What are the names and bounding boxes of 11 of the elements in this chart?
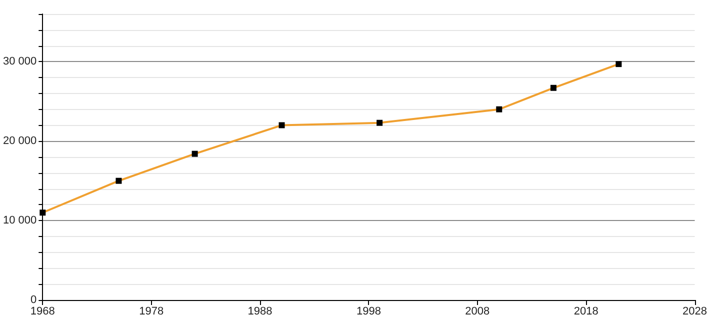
y-tick-label: 0 xyxy=(30,294,37,306)
x-tick-label: 1998 xyxy=(356,306,381,318)
y-tick-label: 20 000 xyxy=(2,135,37,148)
x-tick-label: 2028 xyxy=(682,306,708,318)
x-tick-label: 1968 xyxy=(30,306,55,318)
x-tick-label: 1988 xyxy=(248,306,272,318)
x-tick-label: 1978 xyxy=(139,306,164,318)
y-tick-label: 30 000 xyxy=(2,56,37,68)
x-tick-label: 2018 xyxy=(574,306,598,318)
x-tick-label: 2008 xyxy=(465,306,490,318)
y-tick-label: 10 000 xyxy=(2,214,37,227)
